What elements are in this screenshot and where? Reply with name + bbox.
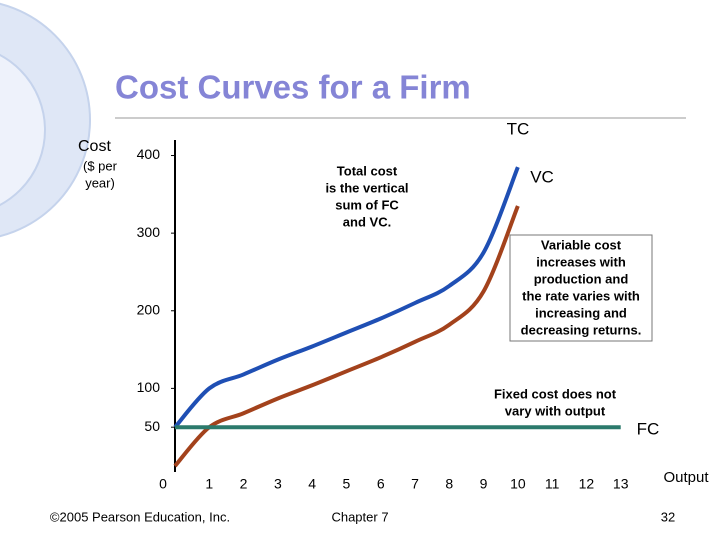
chart-title: Cost Curves for a Firm: [115, 69, 471, 106]
x-tick-label: 5: [343, 476, 351, 492]
annotation-text: Total cost: [337, 163, 398, 178]
y-axis-unit: year): [85, 175, 115, 190]
x-tick-label: 7: [411, 476, 419, 492]
x-tick-label: 10: [510, 476, 526, 492]
annotation-text: increases with: [536, 254, 626, 269]
annotation-text: and VC.: [343, 214, 391, 229]
annotation-box: [509, 234, 653, 342]
x-tick-label: 13: [613, 476, 629, 492]
decor-circle: [0, 53, 46, 207]
y-tick-label: 400: [137, 146, 161, 162]
series-line: [173, 166, 520, 429]
annotation-text: decreasing returns.: [521, 322, 642, 337]
x-axis-label: Output: [663, 469, 709, 486]
y-tick-label: 50: [144, 418, 160, 434]
x-tick-label: 0: [159, 476, 167, 492]
y-tick-label: 300: [137, 224, 161, 240]
x-tick-label: 6: [377, 476, 385, 492]
annotation-text: is the vertical: [325, 180, 408, 195]
annotation-text: vary with output: [505, 403, 606, 418]
x-tick-label: 2: [240, 476, 248, 492]
annotation-text: sum of FC: [335, 197, 399, 212]
annotation-box: [310, 155, 425, 243]
footer-page: 32: [661, 509, 675, 524]
x-tick-label: 12: [579, 476, 595, 492]
x-tick-label: 3: [274, 476, 282, 492]
y-axis-unit: ($ per: [83, 158, 118, 173]
series-label: FC: [637, 419, 660, 438]
footer-chapter: Chapter 7: [331, 509, 388, 524]
annotation-text: Variable cost: [541, 237, 622, 252]
annotation-text: the rate varies with: [522, 288, 640, 303]
annotation-text: increasing and: [535, 305, 627, 320]
x-tick-label: 4: [308, 476, 316, 492]
x-tick-label: 11: [545, 476, 560, 492]
annotation-text: production and: [534, 271, 629, 286]
annotation-text: Fixed cost does not: [494, 386, 617, 401]
y-tick-label: 200: [137, 301, 161, 317]
x-tick-label: 9: [480, 476, 488, 492]
footer-copyright: ©2005 Pearson Education, Inc.: [50, 509, 230, 524]
x-tick-label: 1: [205, 476, 213, 492]
annotation-box: [482, 384, 628, 422]
series-label: TC: [507, 119, 530, 138]
series-label: VC: [530, 167, 554, 186]
y-tick-label: 100: [137, 379, 161, 395]
x-tick-label: 8: [445, 476, 453, 492]
y-axis-label: Cost: [78, 138, 111, 155]
series-line: [173, 205, 520, 468]
